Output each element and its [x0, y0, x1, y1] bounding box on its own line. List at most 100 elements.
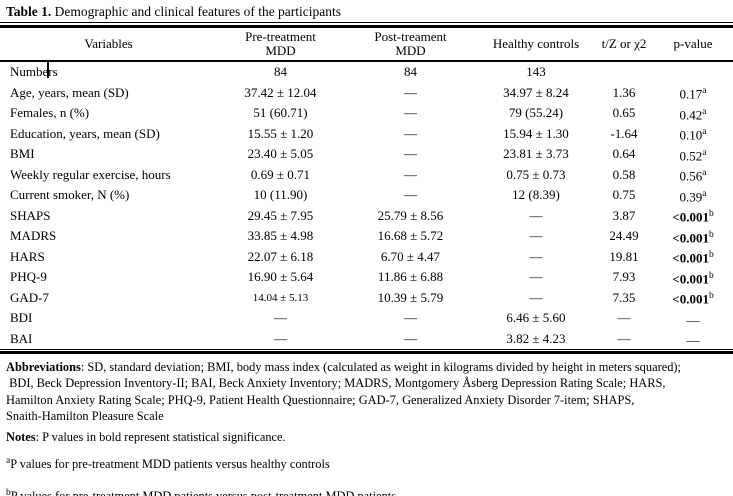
p-value: <0.001	[672, 250, 709, 266]
variable-cell: Age, years, mean (SD)	[10, 84, 129, 100]
pre-treatment-cell: 0.69 ± 0.71	[250, 166, 311, 182]
pre-treatment-cell: 16.90 ± 5.64	[247, 269, 314, 285]
table-row: Education, years, mean (SD) 15.55 ± 1.20…	[0, 124, 733, 145]
p-superscript: a	[702, 188, 707, 199]
p-cell: 0.39a	[653, 185, 733, 206]
p-value: <0.001	[672, 291, 709, 307]
healthy-controls-cell: 34.97 ± 8.24	[503, 84, 569, 100]
p-value: <0.001	[672, 270, 709, 286]
variable-cell: HARS	[10, 248, 45, 264]
healthy-controls-cell: —	[529, 228, 543, 244]
p-superscript: b	[708, 291, 714, 302]
variable-cell: GAD-7	[10, 289, 49, 305]
pre-treatment-cell: —	[274, 310, 287, 326]
p-cell: <0.001b	[653, 206, 733, 227]
post-treatment-cell: —	[404, 166, 417, 182]
table-row: Age, years, mean (SD) 37.42 ± 12.04 — 34…	[0, 83, 733, 104]
tz-cell: 0.58	[612, 166, 636, 182]
tz-cell: 1.36	[612, 84, 636, 100]
p-value: —	[686, 311, 700, 327]
column-header-statistic: t/Z or χ2	[595, 28, 653, 62]
notes-line: Notes: P values in bold represent statis…	[6, 429, 731, 445]
pre-treatment-cell: 23.40 ± 5.05	[247, 146, 314, 162]
p-value: <0.001	[672, 229, 709, 245]
footnote-a: aP values for pre-treatment MDD patients…	[6, 453, 731, 473]
pre-treatment-cell: 33.85 ± 4.98	[247, 228, 314, 244]
healthy-controls-cell: —	[529, 248, 543, 264]
p-cell: 0.42a	[653, 103, 733, 124]
p-cell: <0.001b	[653, 267, 733, 288]
table-row: Numbers 84 84 143	[0, 61, 733, 83]
p-superscript: b	[708, 229, 714, 240]
p-value: <0.001	[672, 209, 709, 225]
tz-cell	[595, 61, 653, 83]
post-treatment-cell: 16.68 ± 5.72	[377, 228, 444, 244]
variable-cell: BAI	[10, 330, 33, 346]
table-header: Variables Pre-treatment MDD Post-treamen…	[0, 28, 733, 62]
pre-treatment-cell: 22.07 ± 6.18	[247, 248, 314, 264]
table-row: BAI — — 3.82 ± 4.23 — —	[0, 329, 733, 350]
pre-treatment-cell: 15.55 ± 1.20	[247, 125, 314, 141]
demographics-table: Variables Pre-treatment MDD Post-treamen…	[0, 28, 733, 349]
table-title-text: Demographic and clinical features of the…	[51, 4, 342, 19]
footnote-a-text: P values for pre-treatment MDD patients …	[10, 457, 330, 472]
table-footnotes: Abbreviations: SD, standard deviation; B…	[0, 354, 733, 496]
tz-cell: 0.75	[612, 187, 636, 203]
p-cell: <0.001b	[653, 247, 733, 268]
pre-treatment-cell: 10 (11.90)	[253, 187, 308, 203]
variable-cell: BMI	[10, 146, 35, 162]
column-header-variables: Variables	[0, 28, 217, 62]
post-treatment-cell: —	[404, 187, 417, 203]
p-superscript: a	[702, 127, 707, 138]
post-treatment-cell: —	[404, 125, 417, 141]
p-value: 0.42	[679, 106, 703, 122]
post-treatment-cell: 6.70 ± 4.47	[380, 248, 441, 264]
notes-text: : P values in bold represent statistical…	[35, 429, 286, 444]
header-row: Variables Pre-treatment MDD Post-treamen…	[0, 28, 733, 62]
post-treatment-cell: 84	[404, 64, 417, 80]
table-title: Table 1. Demographic and clinical featur…	[0, 0, 733, 22]
post-treatment-cell: 25.79 ± 8.56	[377, 207, 444, 223]
post-treatment-cell: —	[404, 330, 417, 346]
tz-cell: 0.65	[612, 105, 636, 121]
healthy-controls-cell: 143	[526, 64, 546, 80]
variable-cell: Current smoker, N (%)	[10, 187, 130, 203]
tz-cell: 19.81	[609, 248, 639, 264]
text-cursor	[47, 60, 49, 78]
table-row: BDI — — 6.46 ± 5.60 — —	[0, 308, 733, 329]
table-row: PHQ-9 16.90 ± 5.64 11.86 ± 6.88 — 7.93 <…	[0, 267, 733, 288]
tz-cell: -1.64	[610, 125, 638, 141]
column-header-p-value: p-value	[653, 28, 733, 62]
p-cell: 0.56a	[653, 165, 733, 186]
post-treatment-cell: 11.86 ± 6.88	[377, 269, 444, 285]
pre-treatment-cell: —	[274, 330, 287, 346]
p-cell: 0.17a	[653, 83, 733, 104]
table-row: GAD-7 14.04 ± 5.13 10.39 ± 5.79 — 7.35 <…	[0, 288, 733, 309]
p-value: 0.17	[679, 86, 703, 102]
healthy-controls-cell: 12 (8.39)	[512, 187, 560, 203]
p-cell: —	[653, 329, 733, 350]
p-cell	[653, 61, 733, 83]
notes-label: Notes	[6, 429, 36, 444]
tz-cell: —	[617, 310, 631, 326]
table-row: MADRS 33.85 ± 4.98 16.68 ± 5.72 — 24.49 …	[0, 226, 733, 247]
variable-cell: Education, years, mean (SD)	[10, 125, 160, 141]
tz-cell: 7.93	[612, 269, 636, 285]
healthy-controls-cell: —	[529, 289, 543, 305]
tz-cell: —	[617, 330, 631, 346]
p-cell: 0.52a	[653, 144, 733, 165]
healthy-controls-cell: 3.82 ± 4.23	[506, 330, 566, 346]
variable-cell: Numbers	[10, 64, 58, 80]
post-treatment-cell: —	[404, 105, 417, 121]
tz-cell: 7.35	[612, 289, 636, 305]
p-superscript: b	[708, 209, 714, 220]
table-row: BMI 23.40 ± 5.05 — 23.81 ± 3.73 0.64 0.5…	[0, 144, 733, 165]
variable-cell: SHAPS	[10, 207, 51, 223]
healthy-controls-cell: 79 (55.24)	[508, 105, 564, 121]
table-row: Females, n (%) 51 (60.71) — 79 (55.24) 0…	[0, 103, 733, 124]
footnote-b: bP values for pre-treatment MDD patients…	[6, 485, 731, 496]
p-superscript: a	[702, 168, 707, 179]
p-cell: —	[653, 308, 733, 329]
tz-cell: 0.64	[612, 146, 636, 162]
